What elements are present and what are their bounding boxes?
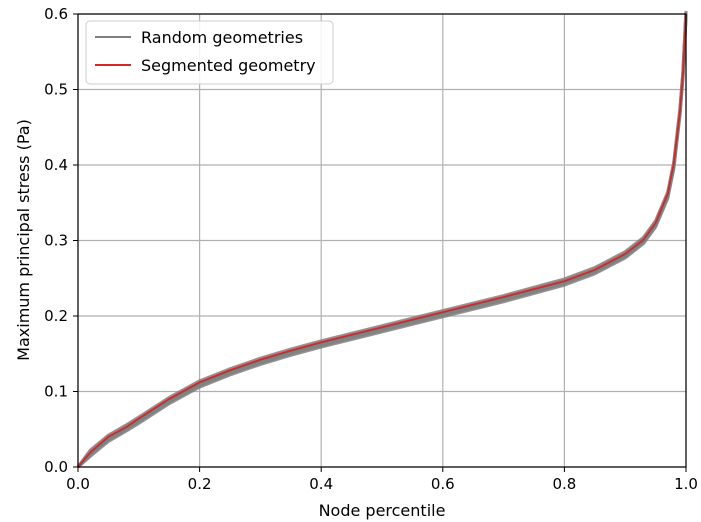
x-tick-label: 0.0 bbox=[66, 475, 90, 493]
x-tick-label: 1.0 bbox=[674, 475, 698, 493]
y-tick-label: 0.0 bbox=[44, 458, 68, 476]
y-tick-label: 0.6 bbox=[44, 5, 68, 23]
segmented-geometry-line bbox=[77, 13, 687, 468]
y-tick-label: 0.3 bbox=[44, 232, 68, 250]
y-tick-label: 0.4 bbox=[44, 156, 68, 174]
x-axis-label: Node percentile bbox=[319, 501, 446, 520]
y-tick-label: 0.2 bbox=[44, 307, 68, 325]
y-axis-ticks: 0.0 0.1 0.2 0.3 0.4 0.5 0.6 bbox=[44, 5, 78, 476]
legend: Random geometries Segmented geometry bbox=[85, 20, 334, 85]
x-tick-label: 0.8 bbox=[552, 475, 576, 493]
y-tick-label: 0.1 bbox=[44, 383, 68, 401]
x-tick-label: 0.6 bbox=[431, 475, 455, 493]
y-axis-label: Maximum principal stress (Pa) bbox=[14, 119, 33, 361]
x-tick-label: 0.4 bbox=[309, 475, 333, 493]
y-tick-label: 0.5 bbox=[44, 81, 68, 99]
legend-label-segmented: Segmented geometry bbox=[141, 56, 316, 75]
legend-box bbox=[85, 20, 334, 85]
x-axis-ticks: 0.0 0.2 0.4 0.6 0.8 1.0 bbox=[66, 467, 698, 493]
x-tick-label: 0.2 bbox=[188, 475, 212, 493]
legend-label-random: Random geometries bbox=[141, 28, 303, 47]
series-lines bbox=[77, 13, 687, 468]
